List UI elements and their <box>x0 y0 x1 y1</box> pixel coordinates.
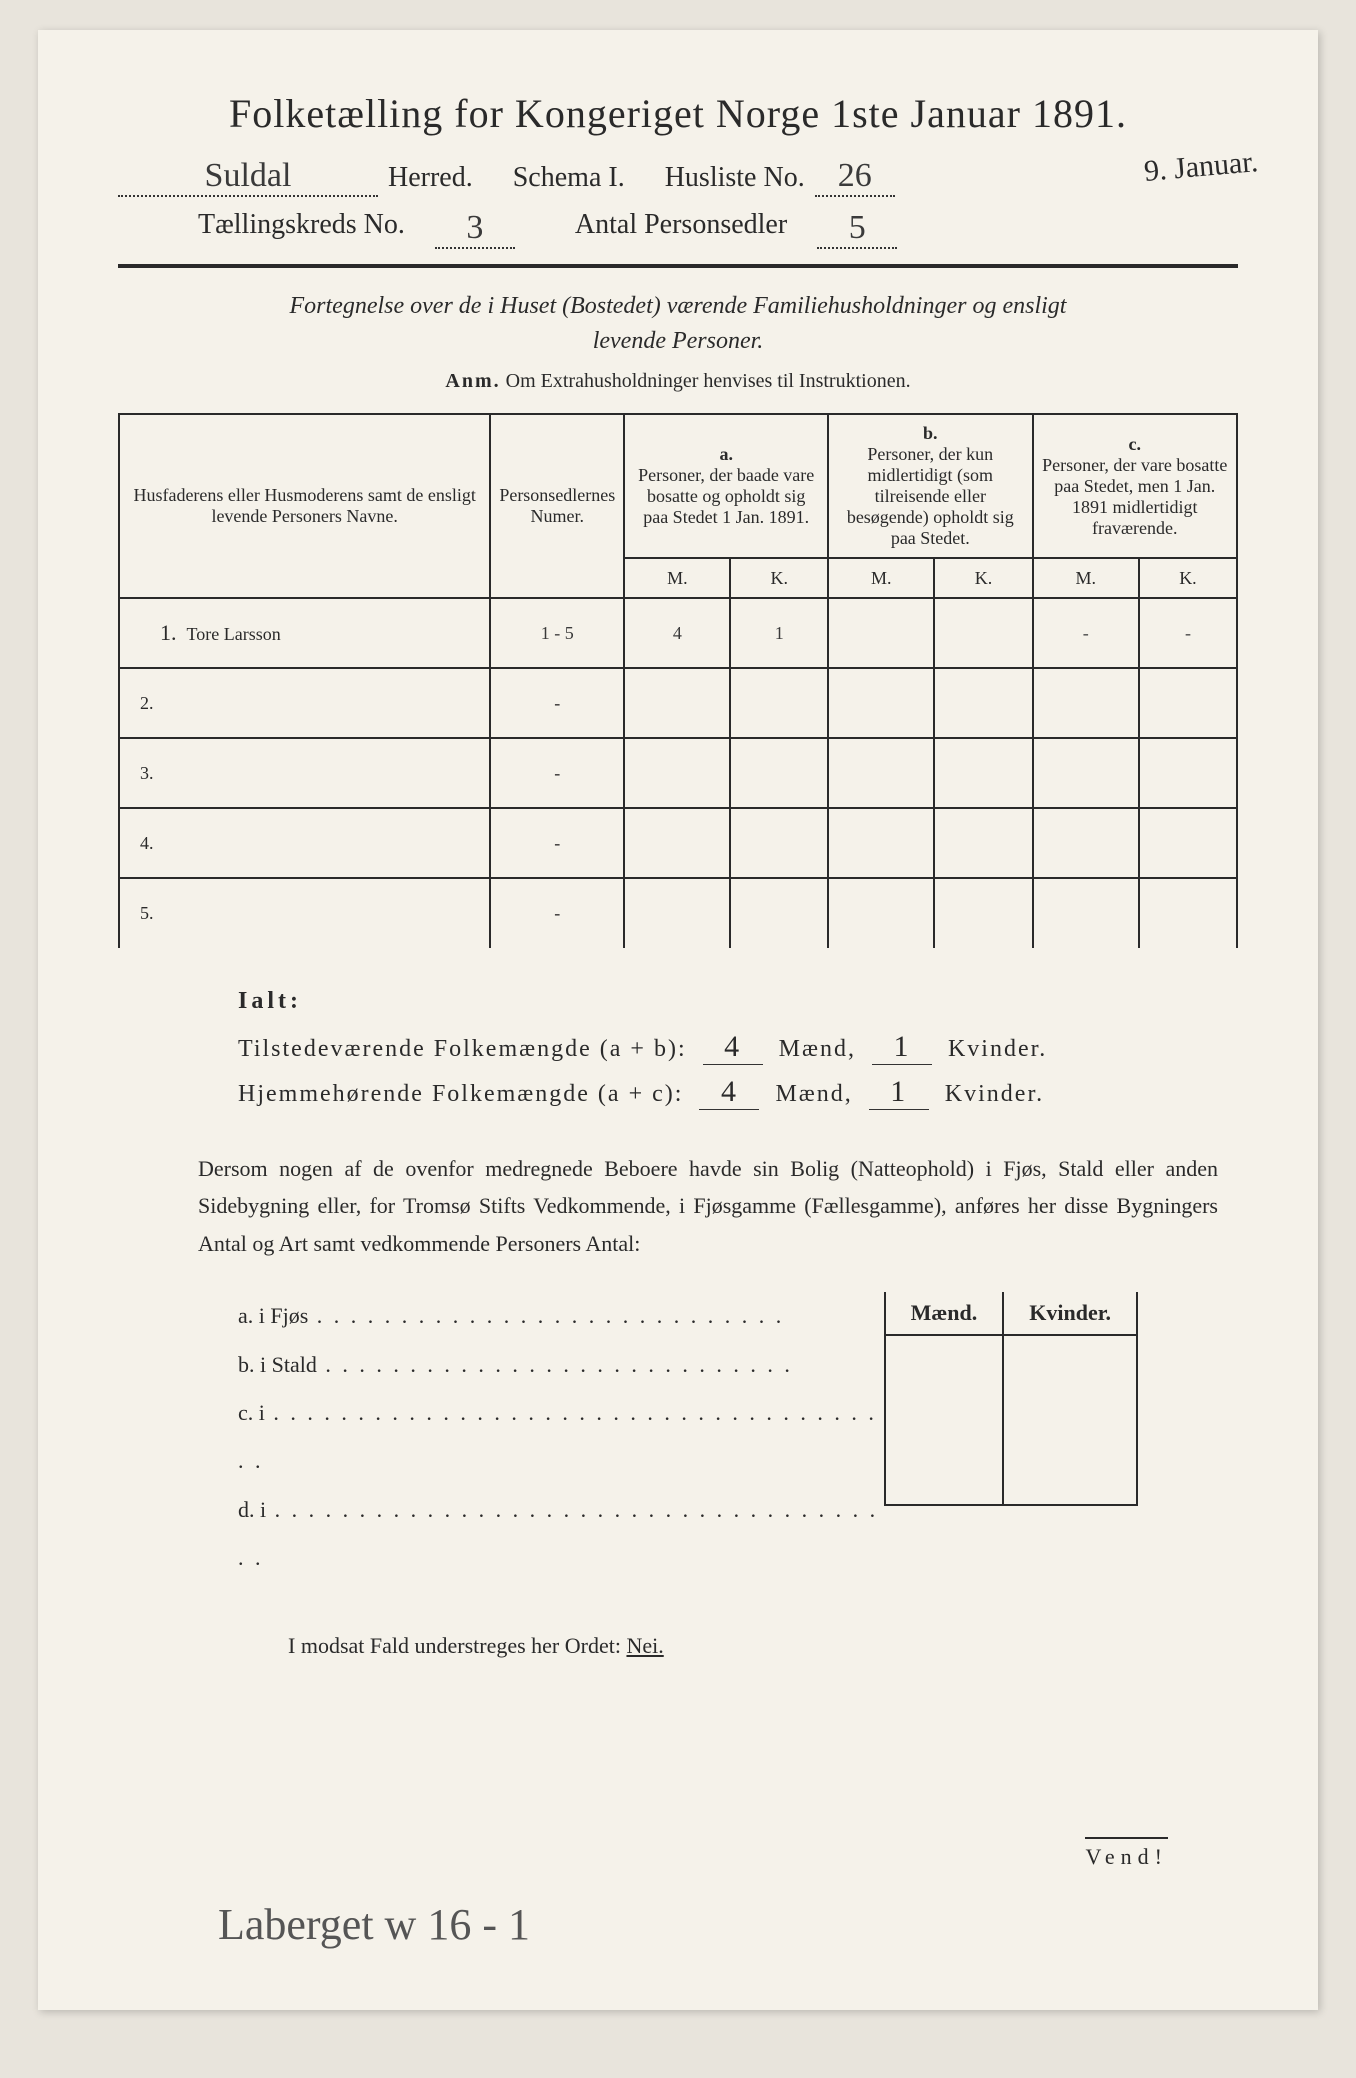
summary-line-2: Hjemmehørende Folkemængde (a + c): 4 Mæn… <box>238 1075 1238 1110</box>
mk-ck: K. <box>1139 558 1237 598</box>
herred-label: Herred. <box>388 162 473 194</box>
main-table: Husfaderens eller Husmoderens samt de en… <box>118 413 1238 948</box>
row-nummer: - <box>490 808 624 878</box>
row-ak: 1 <box>730 598 828 668</box>
mk-bm: M. <box>828 558 934 598</box>
mk-cm: M. <box>1033 558 1139 598</box>
col-text-a: Personer, der baade vare bosatte og opho… <box>633 465 819 528</box>
husliste-no: 26 <box>815 157 895 197</box>
anm-text: Om Extrahusholdninger henvises til Instr… <box>506 370 911 392</box>
subtitle-line-1: Fortegnelse over de i Huset (Bostedet) v… <box>118 293 1238 320</box>
row-am: 4 <box>624 598 730 668</box>
nei-word: Nei. <box>626 1633 663 1658</box>
table-row: 4. - <box>119 808 1237 878</box>
herred-value: Suldal <box>118 157 378 197</box>
row-nummer: - <box>490 878 624 948</box>
row-nummer: - <box>490 668 624 738</box>
row-n: 4. <box>119 808 490 878</box>
col-letter-a: a. <box>633 444 819 465</box>
census-form-page: Folketælling for Kongeriget Norge 1ste J… <box>38 30 1318 2010</box>
row-n: 5. <box>119 878 490 948</box>
antal-label: Antal Personsedler <box>575 209 787 249</box>
col-header-c: c. Personer, der vare bosatte paa Stedet… <box>1033 414 1237 558</box>
summary-line-1: Tilstedeværende Folkemængde (a + b): 4 M… <box>238 1030 1238 1065</box>
mk-ak: K. <box>730 558 828 598</box>
lettered-block: Mænd.Kvinder. a. i Fjøs . . . . . . . . … <box>118 1292 1238 1582</box>
summary-1-label: Tilstedeværende Folkemængde (a + b): <box>238 1036 687 1062</box>
maend-label: Mænd, <box>775 1081 852 1107</box>
antal-no: 5 <box>817 209 897 249</box>
col-text-b: Personer, der kun midlertidigt (som tilr… <box>837 444 1023 549</box>
summary-2-k: 1 <box>869 1075 929 1110</box>
margin-date: 9. Januar. <box>1143 145 1260 189</box>
summary-2-m: 4 <box>699 1075 759 1110</box>
totals-section: Ialt: Tilstedeværende Folkemængde (a + b… <box>238 988 1238 1110</box>
mk-am: M. <box>624 558 730 598</box>
schema-label: Schema I. <box>513 162 625 194</box>
col-header-names: Husfaderens eller Husmoderens samt de en… <box>119 414 490 598</box>
col-letter-c: c. <box>1042 434 1228 455</box>
kvinder-label: Kvinder. <box>948 1036 1047 1062</box>
kvinder-label: Kvinder. <box>945 1081 1044 1107</box>
mk-side-table: Mænd.Kvinder. <box>884 1292 1138 1506</box>
anm-label: Anm. <box>445 370 500 392</box>
taellingskreds-label: Tællingskreds No. <box>198 209 405 249</box>
side-kvinder: Kvinder. <box>1003 1292 1137 1335</box>
summary-1-k: 1 <box>872 1030 932 1065</box>
paragraph-note: Dersom nogen af de ovenfor medregnede Be… <box>198 1150 1218 1262</box>
modsat-text: I modsat Fald understreges her Ordet: <box>288 1633 626 1658</box>
husliste-label: Husliste No. <box>665 162 805 194</box>
modsat-line: I modsat Fald understreges her Ordet: Ne… <box>288 1633 1238 1659</box>
page-title: Folketælling for Kongeriget Norge 1ste J… <box>118 90 1238 137</box>
taellingskreds-no: 3 <box>435 209 515 249</box>
side-maend: Mænd. <box>885 1292 1004 1335</box>
maend-label: Mænd, <box>779 1036 856 1062</box>
header-line-2: Tællingskreds No. 3 Antal Personsedler 5 <box>198 209 1238 249</box>
col-letter-b: b. <box>837 423 1023 444</box>
bottom-handwriting: Laberget w 16 - 1 <box>218 1899 530 1950</box>
header-line-1: Suldal Herred. Schema I. Husliste No. 26 <box>118 157 1238 197</box>
row-cm: - <box>1033 598 1139 668</box>
row-n: 2. <box>119 668 490 738</box>
mk-bk: K. <box>934 558 1032 598</box>
col-header-b: b. Personer, der kun midlertidigt (som t… <box>828 414 1032 558</box>
col-header-nummer: Personsedlernes Numer. <box>490 414 624 598</box>
row-ck: - <box>1139 598 1237 668</box>
summary-1-m: 4 <box>703 1030 763 1065</box>
divider <box>118 264 1238 268</box>
row-bk <box>934 598 1032 668</box>
ialt-label: Ialt: <box>238 988 1238 1015</box>
col-text-c: Personer, der vare bosatte paa Stedet, m… <box>1042 455 1228 539</box>
row-n: 3. <box>119 738 490 808</box>
vend-label: Vend! <box>1085 1837 1168 1870</box>
table-row: 5. - <box>119 878 1237 948</box>
row-nummer: 1 - 5 <box>490 598 624 668</box>
anm-note: Anm. Om Extrahusholdninger henvises til … <box>118 370 1238 393</box>
row-bm <box>828 598 934 668</box>
table-row: 1.Tore Larsson 1 - 5 4 1 - - <box>119 598 1237 668</box>
table-row: 3. - <box>119 738 1237 808</box>
summary-2-label: Hjemmehørende Folkemængde (a + c): <box>238 1081 683 1107</box>
col-header-a: a. Personer, der baade vare bosatte og o… <box>624 414 828 558</box>
row-name: 1.Tore Larsson <box>119 598 490 668</box>
table-row: 2. - <box>119 668 1237 738</box>
row-nummer: - <box>490 738 624 808</box>
subtitle-line-2: levende Personer. <box>118 328 1238 355</box>
